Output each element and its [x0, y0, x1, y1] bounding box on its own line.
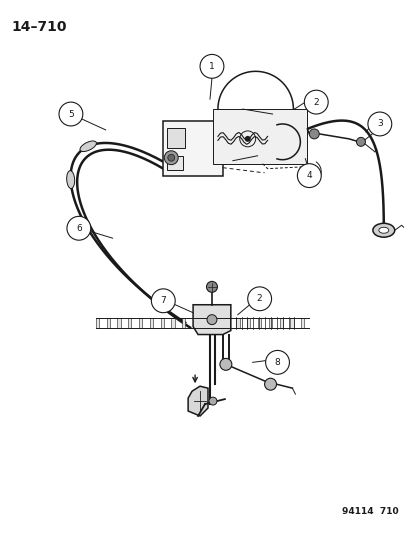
Bar	[279, 318, 282, 328]
Bar	[212, 109, 306, 164]
Circle shape	[309, 129, 318, 139]
Ellipse shape	[80, 141, 96, 151]
Text: 7: 7	[160, 296, 166, 305]
Text: 2: 2	[256, 294, 262, 303]
Ellipse shape	[372, 223, 394, 237]
Circle shape	[59, 102, 83, 126]
Circle shape	[300, 167, 310, 176]
Polygon shape	[192, 305, 230, 335]
Bar	[257, 318, 261, 328]
Circle shape	[164, 151, 178, 165]
Bar	[203, 318, 206, 328]
Bar	[150, 318, 153, 328]
Circle shape	[356, 138, 365, 147]
Bar	[163, 121, 222, 175]
Circle shape	[199, 54, 223, 78]
Circle shape	[244, 136, 250, 142]
Bar	[192, 318, 196, 328]
Circle shape	[209, 397, 216, 405]
Bar	[139, 318, 142, 328]
Bar	[167, 128, 185, 148]
Bar	[214, 318, 217, 328]
Bar	[290, 318, 293, 328]
Circle shape	[265, 350, 289, 374]
Text: 1: 1	[209, 62, 214, 71]
Circle shape	[264, 378, 276, 390]
Bar	[171, 318, 174, 328]
Bar	[247, 318, 250, 328]
Bar	[225, 318, 228, 328]
Text: 3: 3	[376, 119, 382, 128]
Circle shape	[304, 90, 328, 114]
Circle shape	[67, 216, 90, 240]
Bar	[236, 318, 239, 328]
Bar	[268, 318, 271, 328]
Text: 8: 8	[274, 358, 280, 367]
Text: 2: 2	[313, 98, 318, 107]
Bar	[106, 318, 109, 328]
Text: 94114  710: 94114 710	[341, 507, 398, 516]
Circle shape	[247, 287, 271, 311]
Bar	[167, 156, 183, 169]
Ellipse shape	[66, 171, 74, 189]
Text: 4: 4	[306, 171, 311, 180]
Polygon shape	[188, 386, 207, 416]
Circle shape	[206, 314, 216, 325]
Circle shape	[167, 154, 174, 161]
Text: 14–710: 14–710	[11, 20, 66, 34]
Text: 6: 6	[76, 224, 81, 233]
Bar	[182, 318, 185, 328]
Circle shape	[219, 358, 231, 370]
Text: 5: 5	[68, 109, 74, 118]
Bar	[117, 318, 120, 328]
Ellipse shape	[378, 227, 388, 233]
Circle shape	[297, 164, 320, 188]
Circle shape	[367, 112, 391, 136]
Bar	[301, 318, 304, 328]
Bar	[128, 318, 131, 328]
Circle shape	[206, 281, 217, 292]
Bar	[160, 318, 164, 328]
Bar	[95, 318, 99, 328]
Circle shape	[151, 289, 175, 313]
